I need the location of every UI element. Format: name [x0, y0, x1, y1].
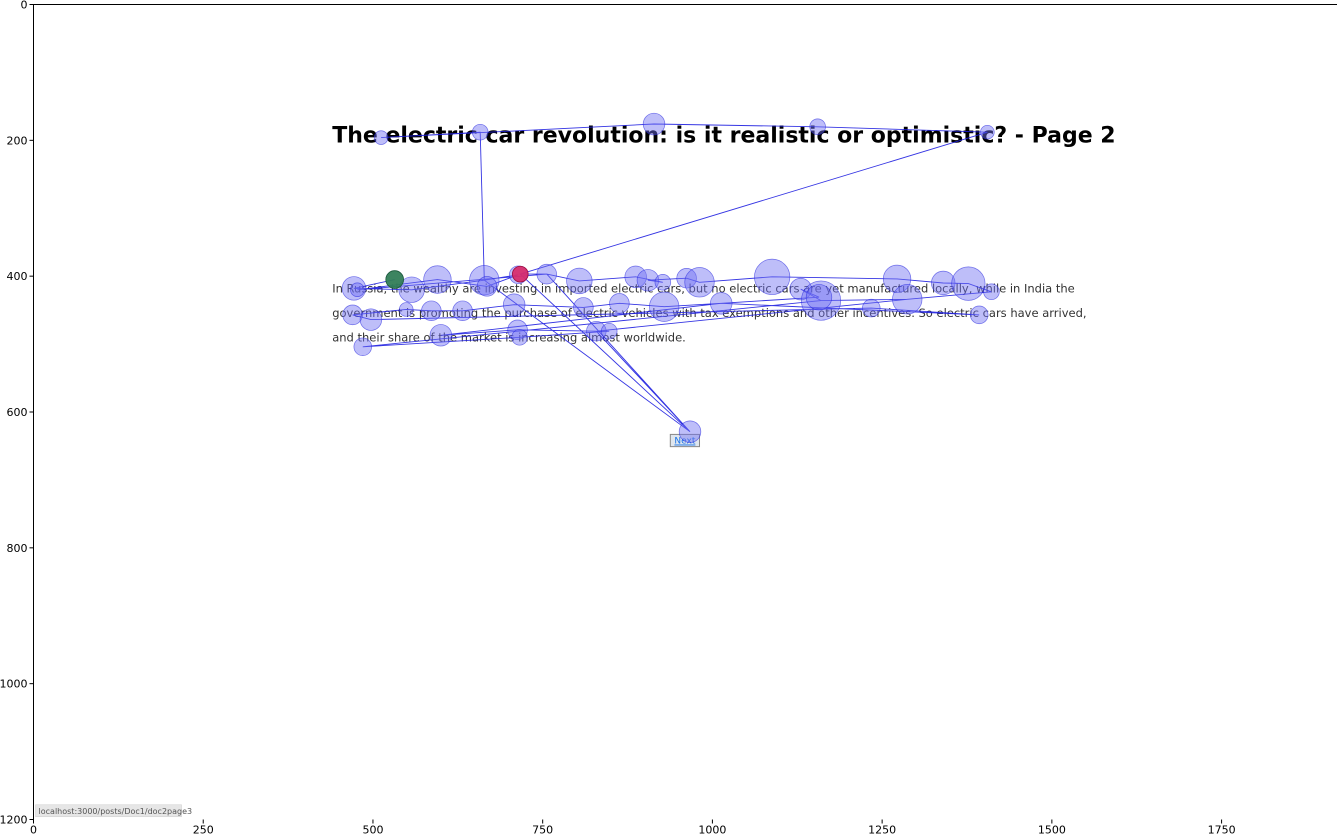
fixation-point	[862, 299, 880, 317]
y-tick-label: 1200	[0, 814, 28, 827]
fixation-point	[350, 283, 364, 297]
fixation-point	[679, 421, 701, 443]
fixation-point	[453, 301, 473, 321]
y-tick-label: 1000	[0, 678, 28, 691]
fixation-point	[472, 124, 488, 140]
x-tick-label: 0	[30, 824, 37, 837]
x-tick-label: 250	[193, 824, 214, 837]
fixation-point	[399, 303, 413, 317]
fixation-point	[567, 268, 593, 294]
first-fixation-point	[386, 271, 404, 289]
fixation-point	[649, 292, 679, 322]
fixation-point	[984, 284, 1000, 300]
y-tick-label: 400	[7, 270, 28, 283]
x-tick-label: 1500	[1038, 824, 1066, 837]
fixation-point	[343, 305, 363, 325]
fixation-point	[610, 293, 630, 313]
fixation-point	[574, 298, 594, 318]
x-tick-label: 500	[362, 824, 383, 837]
fixation-point	[424, 266, 452, 294]
page-title: The electric car revolution: is it reali…	[332, 123, 1115, 148]
fixation-point	[892, 284, 922, 314]
fixation-point	[643, 113, 665, 135]
y-tick-label: 200	[7, 134, 28, 147]
fixation-point	[374, 131, 388, 145]
fixation-points	[342, 113, 999, 442]
fixation-point	[710, 293, 732, 315]
fixation-point	[512, 329, 528, 345]
x-tick-label: 1750	[1208, 824, 1236, 837]
fixation-point	[430, 324, 452, 346]
x-tick-label: 1250	[868, 824, 896, 837]
y-tick-label: 600	[7, 406, 28, 419]
stimulus-page: The electric car revolution: is it reali…	[36, 123, 1116, 816]
fixation-point	[477, 277, 497, 297]
fixation-point	[360, 309, 382, 331]
fixation-point	[754, 259, 789, 294]
fixation-point	[806, 284, 832, 310]
fixation-point	[952, 267, 985, 300]
last-fixation-point	[512, 266, 528, 282]
fixation-point	[810, 119, 826, 135]
fixation-point	[970, 306, 988, 324]
fixation-point	[980, 125, 994, 139]
fixation-point	[655, 274, 671, 290]
fixation-point	[503, 294, 525, 316]
x-tick-label: 1000	[698, 824, 726, 837]
fixation-point	[537, 264, 557, 284]
fixation-point	[685, 268, 715, 298]
y-tick-label: 0	[21, 0, 28, 12]
fixation-point	[421, 301, 441, 321]
fixation-point	[354, 338, 372, 356]
x-tick-label: 750	[532, 824, 553, 837]
y-tick-label: 800	[7, 542, 28, 555]
status-url: localhost:3000/posts/Doc1/doc2page3	[39, 807, 193, 816]
fixation-point	[601, 323, 617, 339]
